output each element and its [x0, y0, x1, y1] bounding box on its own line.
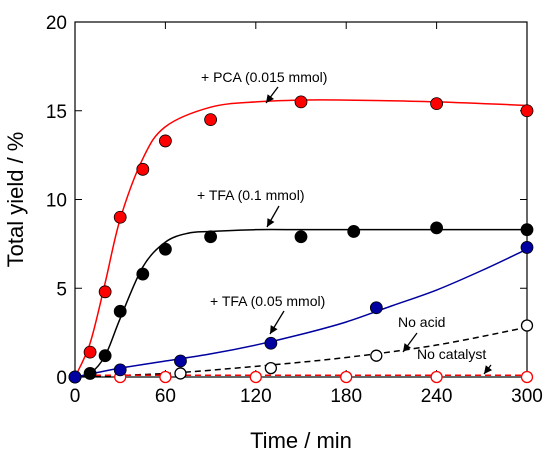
data-point-series-2: [68, 370, 82, 384]
x-tick-label: 60: [155, 386, 176, 407]
data-point-series-4: [249, 370, 262, 384]
data-point-series-1: [520, 223, 534, 237]
data-point-series-2: [264, 336, 278, 350]
annotation-label-1: + TFA (0.1 mmol): [197, 187, 305, 203]
x-tick-label: 120: [240, 386, 272, 407]
data-point-series-1: [347, 225, 361, 238]
x-tick-label: 240: [421, 386, 453, 407]
y-axis-title: Total yield / %: [3, 132, 28, 268]
y-tick-label: 20: [46, 13, 67, 34]
y-tick-label: 10: [46, 191, 67, 212]
series-line-0: [74, 99, 528, 378]
data-point-series-0: [158, 134, 172, 148]
data-point-series-0: [83, 345, 97, 359]
series-line-2: [74, 248, 528, 378]
annotation-label-4: No catalyst: [417, 346, 486, 362]
series-line-3: [74, 326, 528, 378]
x-tick-label: 0: [70, 386, 81, 407]
y-tick-label: 5: [56, 279, 67, 300]
annotation-label-3: No acid: [398, 314, 445, 330]
annotation-arrowhead-3: [403, 343, 411, 352]
x-tick-label: 300: [511, 386, 543, 407]
annotation-arrowhead-1: [267, 218, 275, 227]
annotations: + PCA (0.015 mmol) + TFA (0.1 mmol) + TFA …: [197, 69, 493, 375]
annotation-arrowhead-2: [270, 325, 278, 334]
data-point-series-0: [136, 162, 150, 176]
data-point-series-3: [174, 367, 187, 380]
data-point-series-1: [204, 230, 218, 244]
data-point-series-1: [158, 242, 172, 256]
data-point-series-4: [520, 370, 534, 384]
data-point-series-0: [113, 210, 127, 224]
data-point-series-4: [340, 370, 353, 384]
data-point-series-4: [159, 370, 172, 384]
data-point-series-1: [430, 221, 444, 235]
data-point-series-1: [98, 349, 112, 363]
data-point-series-1: [294, 230, 308, 244]
annotation-label-2: + TFA (0.05 mmol): [210, 293, 325, 309]
annotation-arrowhead-4: [484, 365, 493, 374]
data-point-series-1: [83, 367, 97, 380]
data-point-series-2: [520, 241, 534, 254]
data-point-series-4: [430, 370, 443, 384]
data-point-series-3: [520, 319, 534, 332]
annotation-label-0: + PCA (0.015 mmol): [201, 69, 327, 85]
x-tick-label: 180: [330, 386, 362, 407]
data-point-series-3: [264, 361, 278, 375]
data-point-series-2: [369, 301, 383, 315]
data-point-series-2: [174, 354, 187, 368]
x-axis-title: Time / min: [250, 428, 352, 453]
data-point-series-0: [98, 285, 112, 299]
data-point-series-3: [370, 349, 383, 362]
data-point-series-0: [520, 104, 534, 118]
annotation-arrowhead-0: [266, 94, 274, 103]
data-point-series-0: [430, 97, 444, 111]
y-tick-label: 0: [56, 368, 67, 389]
y-tick-label: 15: [46, 102, 67, 123]
data-point-series-1: [113, 304, 127, 318]
data-point-series-0: [294, 95, 308, 109]
data-point-series-1: [136, 267, 150, 281]
data-point-series-0: [204, 113, 218, 127]
data-points: [68, 95, 534, 384]
data-point-series-2: [113, 363, 127, 377]
